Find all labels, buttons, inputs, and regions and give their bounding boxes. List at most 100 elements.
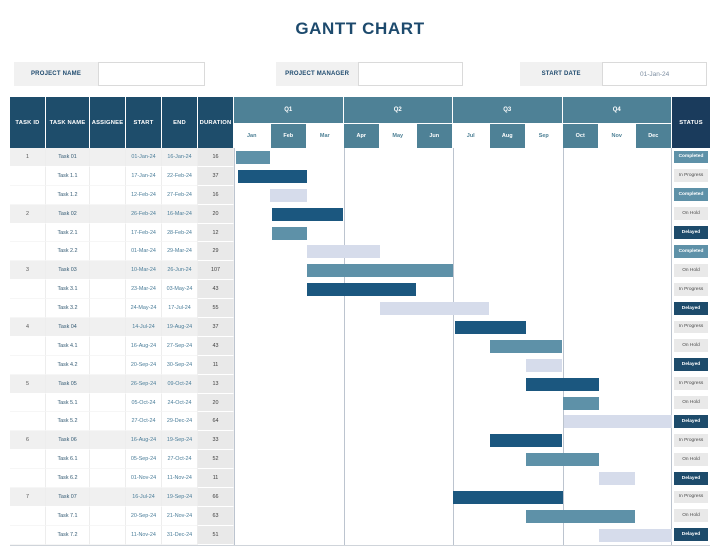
gantt-bar[interactable] (453, 491, 563, 505)
status-badge[interactable]: In Progress (674, 320, 708, 334)
duration-cell[interactable]: 29 (198, 242, 234, 262)
start-date-cell[interactable]: 12-Feb-24 (126, 185, 162, 205)
end-date-cell[interactable]: 03-May-24 (162, 280, 198, 300)
task-name-cell[interactable]: Task 3.1 (46, 280, 90, 300)
status-badge[interactable]: Delayed (674, 301, 708, 315)
start-date-cell[interactable]: 11-Nov-24 (126, 525, 162, 545)
end-date-cell[interactable]: 27-Feb-24 (162, 185, 198, 205)
assignee-cell[interactable] (90, 166, 126, 186)
task-name-cell[interactable]: Task 05 (46, 374, 90, 394)
status-badge[interactable]: On Hold (674, 396, 708, 409)
duration-cell[interactable]: 52 (198, 450, 234, 470)
end-date-cell[interactable]: 21-Nov-24 (162, 506, 198, 526)
duration-cell[interactable]: 33 (198, 431, 234, 451)
start-date-cell[interactable]: 26-Sep-24 (126, 374, 162, 394)
duration-cell[interactable]: 63 (198, 506, 234, 526)
status-badge[interactable]: On Hold (674, 207, 708, 221)
end-date-cell[interactable]: 22-Feb-24 (162, 166, 198, 186)
task-id-cell[interactable] (10, 355, 46, 375)
task-name-cell[interactable]: Task 06 (46, 431, 90, 451)
assignee-cell[interactable] (90, 223, 126, 243)
duration-cell[interactable]: 11 (198, 355, 234, 375)
task-id-cell[interactable] (10, 223, 46, 243)
task-name-cell[interactable]: Task 03 (46, 261, 90, 281)
project-name-input[interactable] (98, 62, 205, 86)
end-date-cell[interactable]: 16-Jan-24 (162, 148, 198, 167)
duration-cell[interactable]: 12 (198, 223, 234, 243)
gantt-bar[interactable] (237, 169, 307, 183)
task-id-cell[interactable] (10, 185, 46, 205)
gantt-bar[interactable] (489, 339, 563, 353)
status-badge[interactable]: In Progress (674, 169, 708, 183)
gantt-bar[interactable] (564, 415, 672, 429)
duration-cell[interactable]: 66 (198, 488, 234, 507)
start-date-cell[interactable]: 16-Jul-24 (126, 488, 162, 507)
end-date-cell[interactable]: 09-Oct-24 (162, 374, 198, 394)
start-date-cell[interactable]: 17-Feb-24 (126, 223, 162, 243)
assignee-cell[interactable] (90, 469, 126, 489)
start-date-cell[interactable]: 10-Mar-24 (126, 261, 162, 281)
project-manager-input[interactable] (358, 62, 463, 86)
assignee-cell[interactable] (90, 204, 126, 224)
task-id-cell[interactable] (10, 469, 46, 489)
end-date-cell[interactable]: 19-Aug-24 (162, 318, 198, 337)
start-date-cell[interactable]: 01-Mar-24 (126, 242, 162, 262)
assignee-cell[interactable] (90, 261, 126, 281)
task-name-cell[interactable]: Task 1.1 (46, 166, 90, 186)
assignee-cell[interactable] (90, 242, 126, 262)
task-name-cell[interactable]: Task 01 (46, 148, 90, 167)
assignee-cell[interactable] (90, 374, 126, 394)
status-badge[interactable]: Delayed (674, 471, 708, 485)
end-date-cell[interactable]: 19-Sep-24 (162, 488, 198, 507)
task-name-cell[interactable]: Task 6.2 (46, 469, 90, 489)
gantt-bar[interactable] (379, 302, 490, 316)
assignee-cell[interactable] (90, 355, 126, 375)
duration-cell[interactable]: 20 (198, 393, 234, 413)
task-id-cell[interactable] (10, 412, 46, 432)
task-name-cell[interactable]: Task 7.1 (46, 506, 90, 526)
task-id-cell[interactable] (10, 506, 46, 526)
duration-cell[interactable]: 51 (198, 525, 234, 545)
task-id-cell[interactable] (10, 280, 46, 300)
duration-cell[interactable]: 55 (198, 299, 234, 319)
task-name-cell[interactable]: Task 5.1 (46, 393, 90, 413)
end-date-cell[interactable]: 24-Oct-24 (162, 393, 198, 413)
status-badge[interactable]: Delayed (674, 226, 708, 239)
duration-cell[interactable]: 13 (198, 374, 234, 394)
task-id-cell[interactable]: 2 (10, 204, 46, 224)
task-id-cell[interactable] (10, 299, 46, 319)
start-date-input[interactable]: 01-Jan-24 (602, 62, 707, 86)
duration-cell[interactable]: 37 (198, 166, 234, 186)
assignee-cell[interactable] (90, 506, 126, 526)
gantt-bar[interactable] (525, 509, 636, 523)
duration-cell[interactable]: 16 (198, 148, 234, 167)
duration-cell[interactable]: 20 (198, 204, 234, 224)
end-date-cell[interactable]: 27-Sep-24 (162, 336, 198, 356)
start-date-cell[interactable]: 01-Nov-24 (126, 469, 162, 489)
assignee-cell[interactable] (90, 412, 126, 432)
end-date-cell[interactable]: 28-Feb-24 (162, 223, 198, 243)
task-name-cell[interactable]: Task 04 (46, 318, 90, 337)
gantt-bar[interactable] (306, 245, 380, 259)
assignee-cell[interactable] (90, 299, 126, 319)
gantt-bar[interactable] (272, 226, 307, 240)
gantt-bar[interactable] (525, 453, 599, 467)
status-badge[interactable]: On Hold (674, 263, 708, 277)
end-date-cell[interactable]: 19-Sep-24 (162, 431, 198, 451)
duration-cell[interactable]: 107 (198, 261, 234, 281)
assignee-cell[interactable] (90, 431, 126, 451)
status-badge[interactable]: In Progress (674, 377, 708, 391)
gantt-bar[interactable] (525, 377, 599, 391)
assignee-cell[interactable] (90, 148, 126, 167)
start-date-cell[interactable]: 27-Oct-24 (126, 412, 162, 432)
assignee-cell[interactable] (90, 185, 126, 205)
start-date-cell[interactable]: 23-Mar-24 (126, 280, 162, 300)
task-id-cell[interactable] (10, 450, 46, 470)
gantt-bar[interactable] (454, 321, 526, 335)
task-id-cell[interactable]: 1 (10, 148, 46, 167)
end-date-cell[interactable]: 29-Mar-24 (162, 242, 198, 262)
gantt-bar[interactable] (270, 188, 307, 202)
start-date-cell[interactable]: 20-Sep-24 (126, 506, 162, 526)
gantt-bar[interactable] (525, 358, 563, 372)
end-date-cell[interactable]: 31-Dec-24 (162, 525, 198, 545)
